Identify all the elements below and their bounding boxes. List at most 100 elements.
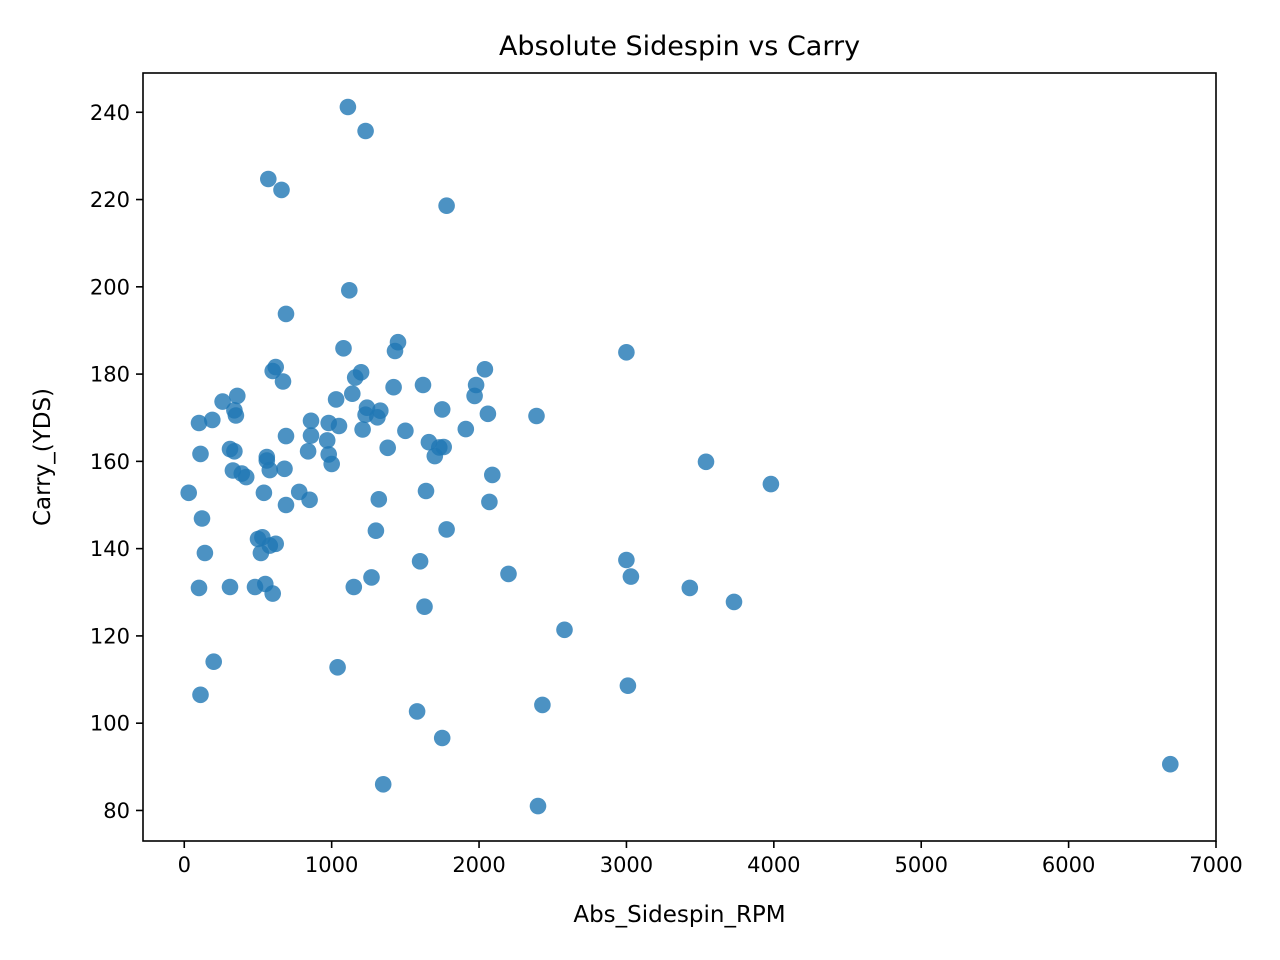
x-tick-label: 5000: [894, 853, 947, 877]
data-point: [433, 401, 451, 418]
data-point: [261, 461, 279, 479]
data-point: [276, 460, 293, 478]
data-point: [318, 432, 336, 449]
data-point: [479, 405, 497, 423]
data-point: [352, 364, 370, 381]
y-tick-label: 80: [103, 799, 130, 823]
x-tick-label: 1000: [305, 853, 358, 877]
data-point: [374, 776, 392, 793]
data-point: [357, 122, 374, 140]
data-point: [277, 427, 295, 445]
data-point: [619, 677, 637, 694]
data-point: [534, 696, 551, 714]
data-point: [205, 653, 222, 670]
data-point: [214, 393, 231, 410]
data-point: [267, 535, 285, 553]
x-tick-label: 0: [178, 853, 191, 877]
data-point: [229, 387, 246, 405]
data-point: [255, 484, 273, 502]
data-point: [372, 402, 389, 420]
data-point: [192, 445, 209, 463]
data-point: [277, 496, 295, 514]
data-point: [302, 412, 320, 430]
data-point: [339, 98, 357, 116]
data-points: [180, 98, 1179, 815]
data-point: [344, 385, 361, 403]
data-point: [438, 197, 455, 214]
data-point: [341, 282, 358, 299]
x-tick-label: 7000: [1189, 853, 1242, 877]
data-point: [354, 421, 371, 438]
data-point: [299, 443, 317, 460]
x-tick-label: 6000: [1042, 853, 1095, 877]
data-point: [274, 373, 292, 390]
data-point: [438, 521, 455, 538]
y-tick-label: 240: [90, 101, 130, 125]
data-point: [260, 170, 277, 188]
data-point: [273, 181, 290, 199]
data-point: [267, 358, 285, 376]
x-tick-label: 4000: [747, 853, 800, 877]
data-point: [323, 455, 341, 473]
data-point: [204, 411, 221, 429]
data-point: [556, 621, 573, 639]
data-point: [697, 453, 715, 471]
data-point: [416, 598, 433, 615]
data-point: [618, 344, 635, 361]
data-point: [467, 376, 485, 394]
x-tick-label: 3000: [600, 853, 653, 877]
data-point: [192, 686, 209, 704]
data-point: [193, 510, 211, 527]
data-point: [484, 466, 501, 484]
data-point: [457, 420, 475, 438]
data-point: [264, 585, 282, 602]
data-point: [397, 422, 414, 440]
data-point: [190, 414, 208, 432]
y-tick-label: 160: [90, 450, 130, 474]
x-tick-label: 2000: [452, 853, 505, 877]
data-point: [302, 427, 320, 444]
data-point: [379, 439, 397, 457]
data-point: [481, 493, 498, 511]
y-tick-label: 180: [90, 363, 130, 387]
x-axis-ticks: 0 1000 2000 3000 4000 5000 6000 7000: [178, 841, 1243, 877]
y-tick-label: 220: [90, 188, 130, 212]
data-point: [345, 578, 363, 596]
data-point: [330, 417, 348, 435]
data-point: [411, 553, 429, 570]
data-point: [1162, 755, 1179, 773]
data-point: [618, 551, 635, 569]
y-tick-label: 200: [90, 275, 130, 299]
data-point: [227, 407, 245, 424]
y-tick-label: 140: [90, 537, 130, 561]
data-point: [196, 544, 214, 562]
y-axis-label: Carry_(YDS): [30, 388, 56, 526]
data-point: [237, 468, 255, 486]
data-point: [180, 484, 197, 502]
data-point: [329, 659, 346, 676]
data-point: [414, 376, 432, 394]
data-point: [277, 305, 295, 323]
chart-title: Absolute Sidespin vs Carry: [499, 31, 860, 62]
data-point: [417, 482, 435, 500]
plot-frame: [142, 72, 1217, 842]
data-point: [500, 565, 517, 583]
data-point: [528, 407, 545, 425]
data-point: [370, 491, 388, 508]
data-point: [762, 475, 780, 493]
data-point: [301, 491, 318, 509]
data-point: [435, 438, 453, 456]
data-point: [408, 703, 426, 720]
data-point: [367, 522, 385, 539]
data-point: [335, 340, 352, 357]
data-point: [226, 443, 243, 460]
x-axis-label: Abs_Sidespin_RPM: [573, 902, 785, 928]
data-point: [622, 568, 640, 585]
data-point: [433, 729, 451, 747]
y-tick-label: 120: [90, 624, 130, 648]
data-point: [385, 378, 402, 396]
data-point: [363, 569, 380, 586]
data-point: [529, 797, 547, 815]
y-tick-label: 100: [90, 712, 130, 736]
